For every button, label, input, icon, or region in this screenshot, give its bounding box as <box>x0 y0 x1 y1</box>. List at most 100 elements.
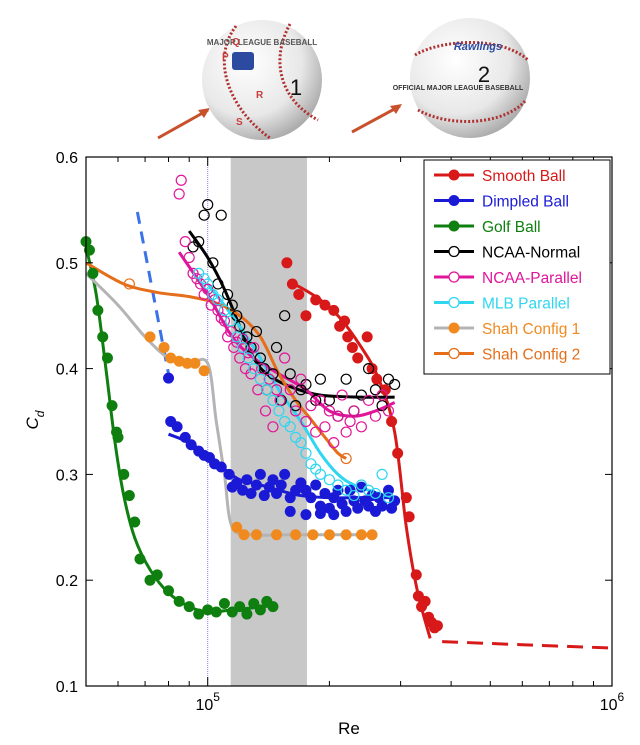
golf-ball-point-25 <box>248 597 260 609</box>
seam-letter-s: S <box>236 117 243 128</box>
legend-box <box>423 159 611 375</box>
legend-label-ncaa-normal: NCAA-Normal <box>482 245 580 262</box>
ncaa-normal-point-32 <box>362 363 375 375</box>
ncaa-parallel-point-18 <box>234 352 246 364</box>
legend-marker-golf-ball <box>448 220 460 232</box>
golf-ball-point-9 <box>118 468 130 480</box>
mlb-parallel-point-2 <box>202 278 214 290</box>
ncaa-parallel-point-43 <box>336 389 348 401</box>
mlb-parallel-point-28 <box>362 484 375 496</box>
shah-config-1-point-1 <box>158 341 170 353</box>
smooth-ball-point-19 <box>403 511 415 523</box>
ncaa-parallel-point-19 <box>237 333 249 345</box>
ncaa-parallel-point-22 <box>245 368 257 380</box>
ball2-text: OFFICIAL MAJOR LEAGUE BASEBALL <box>393 85 524 92</box>
golf-ball-point-12 <box>134 553 146 565</box>
plot-frame <box>85 156 613 687</box>
mlb-parallel-point-16 <box>284 421 296 433</box>
smooth-ball-point-12 <box>361 331 373 343</box>
dimpled-ball-point-10 <box>223 468 235 480</box>
golf-ball-point-23 <box>234 601 246 613</box>
dimpled-ball-point-36 <box>340 505 352 517</box>
ncaa-parallel-point-35 <box>300 415 312 428</box>
mlb-parallel-point-14 <box>273 405 285 417</box>
ncaa-normal-point-10 <box>234 320 246 332</box>
legend-marker-shah-config-2 <box>448 347 460 360</box>
x-tick-label: 105 <box>195 690 220 714</box>
ncaa-parallel-point-0 <box>173 188 185 200</box>
golf-ball-point-22 <box>226 606 238 618</box>
ball-1-label: 1 <box>290 75 302 100</box>
dimpled-ball-point-16 <box>250 479 262 491</box>
golf-ball-point-6 <box>106 400 118 412</box>
legend-label-shah-config-2: Shah Config 2 <box>482 347 580 364</box>
mlb-parallel-point-5 <box>218 304 231 317</box>
golf-ball-point-24 <box>241 608 253 620</box>
mlb-parallel-point-26 <box>348 489 360 502</box>
dimpled-ball-point-29 <box>310 479 322 491</box>
dimpled-ball-point-0 <box>163 372 175 384</box>
dimpled-ball-point-52 <box>314 508 326 520</box>
smooth-ball-curve <box>289 280 432 639</box>
smooth-ball-point-2 <box>293 289 305 301</box>
golf-ball-point-11 <box>129 516 141 528</box>
shah-config-1-point-7 <box>231 521 243 533</box>
ncaa-normal-point-20 <box>279 310 291 322</box>
ncaa-normal-point-2 <box>198 209 210 221</box>
mlb-parallel-point-18 <box>295 437 307 449</box>
mlb-parallel-point-7 <box>231 331 243 343</box>
golf-ball-point-10 <box>123 490 135 502</box>
smooth-ball-point-6 <box>328 304 340 316</box>
ncaa-parallel-point-50 <box>376 389 388 401</box>
dimpled-ball-point-39 <box>352 502 364 514</box>
ncaa-parallel-point-51 <box>382 405 395 417</box>
dimpled-ball-point-22 <box>275 479 287 491</box>
dimpled-ball-point-18 <box>258 490 270 502</box>
mlb-parallel-point-31 <box>382 492 395 504</box>
shah-config-1-point-13 <box>323 529 335 541</box>
smooth-ball-dashed-tail <box>442 640 609 650</box>
ncaa-parallel-point-23 <box>248 341 260 354</box>
ncaa-normal-point-6 <box>215 209 227 221</box>
seam-letter-p: P <box>222 52 229 63</box>
smooth-ball-point-4 <box>310 294 322 306</box>
ncaa-normal-point-14 <box>254 352 266 364</box>
ncaa-parallel-point-32 <box>284 384 296 396</box>
mlb-parallel-point-10 <box>248 363 260 375</box>
y-tick-label: 0.2 <box>56 573 78 590</box>
shah-config-1-point-6 <box>198 365 210 377</box>
ncaa-parallel-point-47 <box>355 421 368 433</box>
smooth-ball-point-10 <box>346 341 358 353</box>
legend-marker-shah-config-1 <box>448 322 460 334</box>
shah-config-1-point-16 <box>366 529 378 541</box>
y-tick-label: 0.3 <box>56 467 78 484</box>
legend-marker-smooth-ball <box>448 169 460 181</box>
golf-ball-point-5 <box>101 352 113 364</box>
ncaa-normal-point-22 <box>290 400 302 412</box>
ncaa-parallel-point-2 <box>179 236 191 248</box>
dimpled-ball-point-21 <box>271 487 283 499</box>
dimpled-ball-point-23 <box>279 468 291 480</box>
mlb-parallel-point-22 <box>314 468 327 480</box>
golf-ball-point-4 <box>97 331 109 343</box>
ncaa-parallel-point-49 <box>369 410 382 422</box>
legend-marker-mlb-parallel <box>448 296 460 309</box>
ncaa-normal-point-33 <box>369 384 382 396</box>
baseball-1: MAJOR LEAGUE BASEBALL P Q R S 1 <box>202 20 322 140</box>
mlb-parallel-point-29 <box>369 487 382 500</box>
shah-config-1-point-15 <box>355 529 367 541</box>
baseball-2: Rawlings OFFICIAL MAJOR LEAGUE BASEBALL … <box>393 18 530 138</box>
legend-marker-ncaa-normal <box>448 245 460 258</box>
smooth-ball-point-3 <box>300 310 312 322</box>
mlb-parallel-point-8 <box>237 341 249 354</box>
shah-config-1-point-14 <box>340 529 352 541</box>
dimpled-ball-point-50 <box>284 505 296 517</box>
smooth-ball-point-1 <box>286 278 298 290</box>
ncaa-parallel-point-45 <box>344 415 356 428</box>
ncaa-parallel-point-39 <box>319 421 331 433</box>
dimpled-ball-point-28 <box>305 492 317 504</box>
dimpled-ball-point-20 <box>267 474 279 486</box>
dimpled-ball-point-4 <box>185 439 197 451</box>
golf-ball-point-28 <box>267 601 279 613</box>
